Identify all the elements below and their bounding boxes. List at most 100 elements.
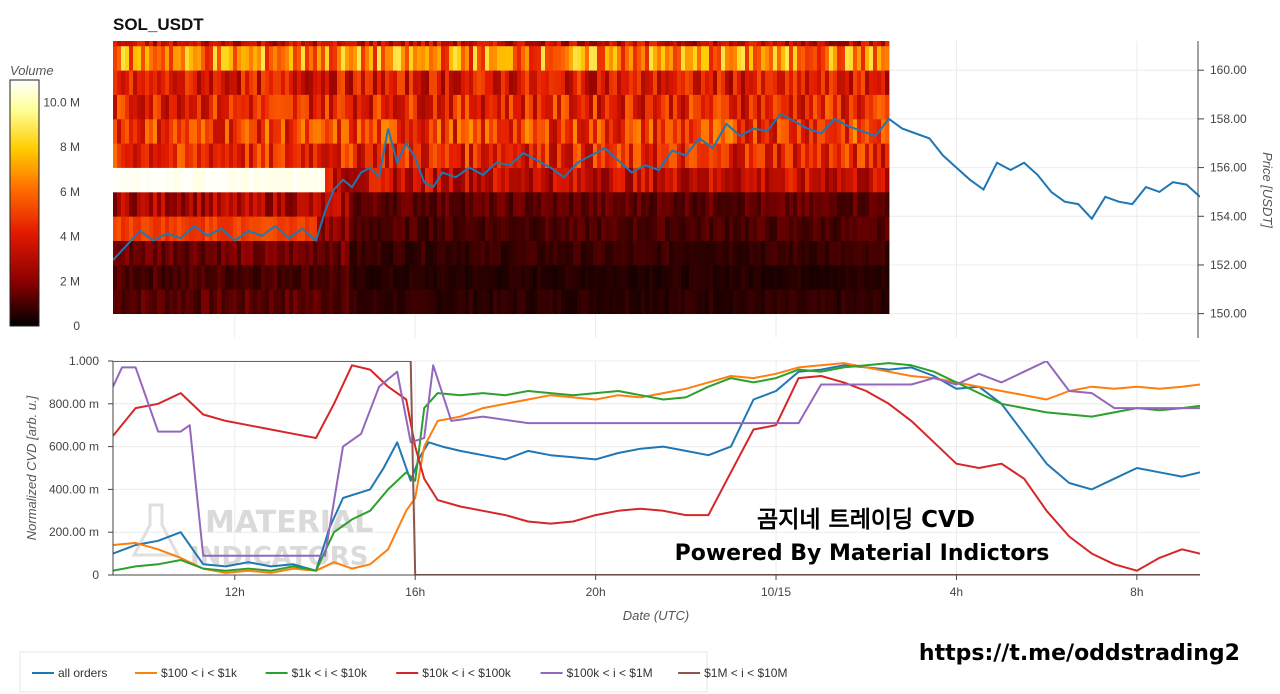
heatmap-cell: [545, 216, 550, 241]
heatmap-cell: [517, 240, 522, 266]
heatmap-cell: [841, 191, 846, 217]
heatmap-cell: [649, 167, 654, 193]
heatmap-cell: [697, 143, 702, 168]
heatmap-cell: [717, 240, 722, 266]
heatmap-cell: [429, 143, 434, 168]
heatmap-cell: [405, 289, 410, 314]
heatmap-cell: [141, 240, 146, 266]
heatmap-cell: [853, 41, 858, 47]
heatmap-cell: [409, 167, 414, 193]
heatmap-cell: [749, 289, 754, 314]
heatmap-cell: [373, 143, 378, 168]
heatmap-cell: [805, 289, 810, 314]
heatmap-cell: [441, 41, 446, 47]
heatmap-cell: [293, 118, 298, 144]
heatmap-cell: [741, 167, 746, 193]
heatmap-cell: [457, 41, 462, 47]
heatmap-cell: [401, 118, 406, 144]
heatmap-cell: [769, 143, 774, 168]
heatmap-cell: [489, 191, 494, 217]
heatmap-cell: [277, 94, 282, 120]
heatmap-cell: [469, 41, 474, 47]
heatmap-cell: [345, 143, 350, 168]
heatmap-cell: [157, 45, 162, 71]
heatmap-cell: [689, 167, 694, 193]
heatmap-cell: [249, 265, 254, 290]
heatmap-cell: [125, 94, 130, 120]
heatmap-cell: [369, 45, 374, 71]
heatmap-cell: [565, 94, 570, 120]
heatmap-cell: [309, 118, 314, 144]
heatmap-cell: [397, 70, 402, 95]
heatmap-cell: [593, 143, 598, 168]
heatmap-cell: [625, 70, 630, 95]
heatmap-cell: [209, 191, 214, 217]
heatmap-cell: [137, 143, 142, 168]
heatmap-cell: [381, 289, 386, 314]
heatmap-cell: [641, 70, 646, 95]
heatmap-cell: [417, 240, 422, 266]
heatmap-cell: [533, 70, 538, 95]
heatmap-cell: [781, 289, 786, 314]
heatmap-cell: [181, 240, 186, 266]
heatmap-cell: [821, 240, 826, 266]
heatmap-cell: [409, 216, 414, 241]
heatmap-cell: [605, 216, 610, 241]
heatmap-cell: [153, 70, 158, 95]
heatmap-cell: [129, 216, 134, 241]
heatmap-cell: [729, 191, 734, 217]
heatmap-cell: [725, 41, 730, 47]
heatmap-cell: [349, 94, 354, 120]
heatmap-cell: [293, 191, 298, 217]
heatmap-cell: [165, 41, 170, 47]
heatmap-cell: [269, 94, 274, 120]
heatmap-cell: [697, 216, 702, 241]
heatmap-cell: [441, 143, 446, 168]
heatmap-cell: [509, 289, 514, 314]
heatmap-cell: [557, 289, 562, 314]
heatmap-cell: [421, 191, 426, 217]
heatmap-cell: [121, 289, 126, 314]
heatmap-cell: [685, 45, 690, 71]
heatmap-cell: [145, 216, 150, 241]
heatmap-cell: [765, 240, 770, 266]
heatmap-cell: [281, 41, 286, 47]
heatmap-cell: [181, 70, 186, 95]
heatmap-cell: [877, 191, 882, 217]
heatmap-cell: [365, 216, 370, 241]
heatmap-cell: [409, 70, 414, 95]
heatmap-cell: [189, 289, 194, 314]
heatmap-cell: [345, 94, 350, 120]
heatmap-cell: [537, 45, 542, 71]
heatmap-cell: [845, 289, 850, 314]
heatmap-cell: [849, 289, 854, 314]
heatmap-cell: [441, 240, 446, 266]
heatmap-cell: [757, 143, 762, 168]
heatmap-cell: [653, 45, 658, 71]
heatmap-cell: [177, 240, 182, 266]
heatmap-cell: [821, 265, 826, 290]
heatmap-cell: [601, 118, 606, 144]
telegram-link[interactable]: https://t.me/oddstrading2: [919, 641, 1240, 666]
heatmap-cell: [245, 70, 250, 95]
price-line: [113, 112, 1200, 261]
heatmap-cell: [225, 216, 230, 241]
heatmap-cell: [553, 45, 558, 71]
heatmap-cell: [409, 118, 414, 144]
heatmap-cell: [593, 94, 598, 120]
heatmap-cell: [541, 41, 546, 47]
heatmap-cell: [161, 94, 166, 120]
heatmap-cell: [433, 143, 438, 168]
heatmap-cell: [301, 191, 306, 217]
heatmap-cell: [541, 94, 546, 120]
heatmap-cell: [253, 289, 258, 314]
heatmap-cell: [117, 70, 122, 95]
heatmap-cell: [629, 118, 634, 144]
heatmap-cell: [585, 45, 590, 71]
heatmap-cell: [121, 70, 126, 95]
heatmap-cell: [621, 45, 626, 71]
heatmap-cell: [389, 240, 394, 266]
heatmap-cell: [377, 191, 382, 217]
heatmap-cell: [537, 118, 542, 144]
